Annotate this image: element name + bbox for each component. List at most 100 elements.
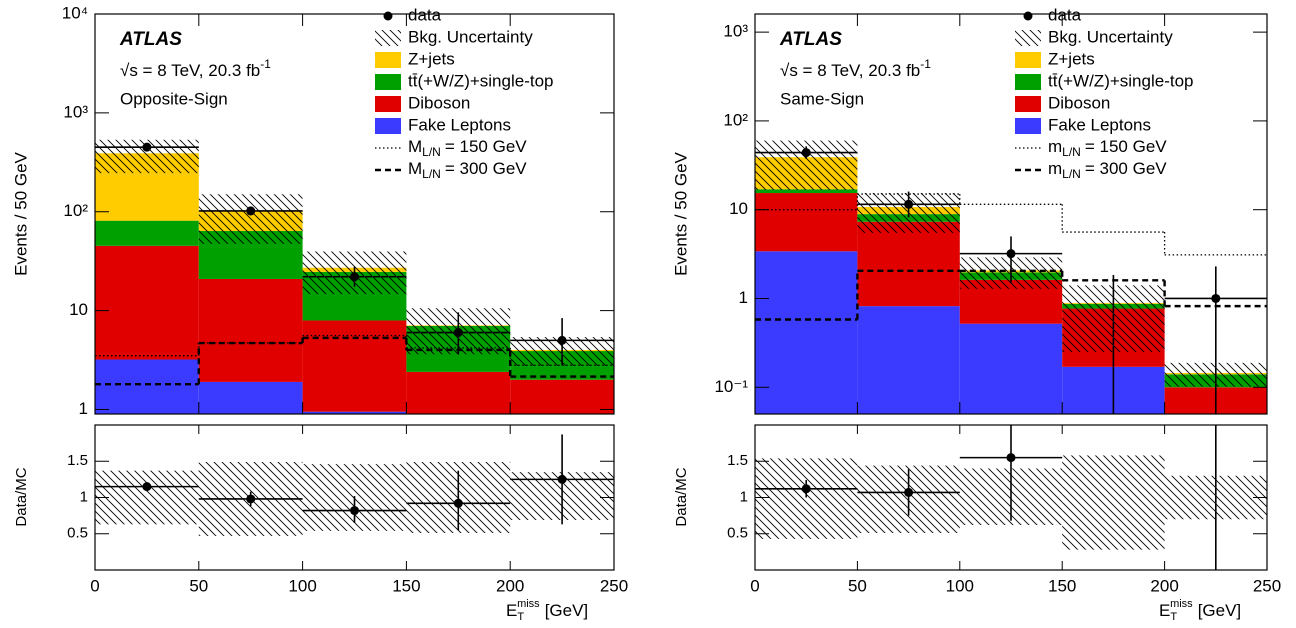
legend-swatch bbox=[375, 118, 401, 134]
y-tick-label: 0.5 bbox=[67, 525, 88, 542]
legend-label-sub: L/N bbox=[1062, 145, 1081, 159]
stack-segment bbox=[302, 320, 407, 412]
y-tick-label: 0.5 bbox=[727, 525, 748, 542]
data-point bbox=[904, 487, 914, 497]
stack-segment bbox=[95, 359, 199, 414]
x-tick-label: 50 bbox=[848, 576, 867, 595]
y-tick-label: 1 bbox=[740, 488, 748, 505]
legend-label-sub: L/N bbox=[1062, 167, 1081, 181]
energy-label: √s = 8 TeV, 20.3 fb-1 bbox=[120, 57, 271, 80]
stack-segment bbox=[302, 411, 407, 414]
y-tick-label: 1 bbox=[739, 288, 748, 307]
data-point bbox=[1211, 80, 1220, 89]
stack-segment bbox=[198, 278, 303, 382]
ratio-uncertainty-band bbox=[1062, 455, 1165, 550]
x-tick-label: 150 bbox=[1048, 576, 1076, 595]
legend-label: Fake Leptons bbox=[1048, 115, 1151, 134]
legend-label: Diboson bbox=[1048, 93, 1110, 112]
uncertainty-band bbox=[198, 194, 303, 244]
x-axis-label-main: E bbox=[1159, 601, 1170, 620]
data-point bbox=[246, 494, 256, 504]
energy-label: √s = 8 TeV, 20.3 fb-1 bbox=[780, 57, 931, 80]
legend-label: Fake Leptons bbox=[408, 115, 511, 134]
legend-marker bbox=[1023, 11, 1033, 21]
stack-segment bbox=[755, 193, 858, 252]
legend-label: Bkg. Uncertainty bbox=[408, 27, 533, 46]
x-axis-label-main: E bbox=[506, 601, 517, 620]
legend-label: Z+jets bbox=[1048, 49, 1095, 68]
legend-swatch bbox=[375, 30, 401, 46]
ratio-uncertainty-band bbox=[95, 470, 199, 525]
y-tick-label: 10⁴ bbox=[62, 3, 88, 22]
data-point bbox=[350, 272, 359, 282]
y-tick-label: 1.5 bbox=[67, 452, 88, 469]
main-plot bbox=[95, 139, 614, 414]
x-tick-label: 50 bbox=[189, 576, 208, 595]
stack-segment bbox=[959, 323, 1063, 414]
legend-label: data bbox=[1048, 5, 1082, 24]
x-axis-label-unit: [GeV] bbox=[545, 601, 588, 620]
y-tick-label: 10³ bbox=[63, 102, 88, 121]
legend-marker bbox=[383, 11, 393, 21]
legend-label-sub: L/N bbox=[422, 145, 441, 159]
y-tick-label: 1.5 bbox=[727, 452, 748, 469]
x-tick-label: 100 bbox=[288, 576, 316, 595]
y-tick-label: 1 bbox=[79, 399, 88, 418]
x-axis-label: ETmiss [GeV] bbox=[1159, 598, 1241, 623]
plot-frame bbox=[754, 13, 1268, 415]
main-plot bbox=[755, 140, 1267, 414]
legend-label: mL/N = 300 GeV bbox=[1048, 159, 1167, 181]
data-point bbox=[246, 206, 256, 216]
y-tick-label: 10⁻¹ bbox=[714, 377, 748, 396]
data-point bbox=[453, 328, 463, 338]
legend-label-sub: L/N bbox=[422, 167, 441, 181]
data-point bbox=[1211, 293, 1221, 303]
y-tick-label: 1 bbox=[80, 488, 88, 505]
x-axis-label-sup: miss bbox=[517, 598, 540, 610]
legend-label: ML/N = 150 GeV bbox=[408, 137, 527, 159]
data-point bbox=[453, 498, 463, 508]
legend-label: tt̄(+W/Z)+single-top bbox=[1048, 71, 1194, 90]
legend-label-rest: = 300 GeV bbox=[1085, 159, 1167, 178]
legend-swatch bbox=[375, 74, 401, 90]
data-point bbox=[142, 142, 152, 152]
x-tick-label: 250 bbox=[1253, 576, 1281, 595]
legend-label: tt̄(+W/Z)+single-top bbox=[408, 71, 554, 90]
stack-segment bbox=[95, 220, 199, 246]
x-tick-label: 250 bbox=[600, 576, 628, 595]
legend-label: Bkg. Uncertainty bbox=[1048, 27, 1173, 46]
y-axis-label: Events / 50 GeV bbox=[671, 151, 690, 275]
region-label: Same-Sign bbox=[780, 89, 864, 108]
data-point bbox=[350, 506, 359, 516]
ratio-uncertainty-band bbox=[755, 458, 858, 539]
ratio-plot bbox=[95, 434, 614, 536]
x-tick-label: 200 bbox=[1150, 576, 1178, 595]
x-tick-label: 100 bbox=[946, 576, 974, 595]
legend-label: ML/N = 300 GeV bbox=[408, 159, 527, 181]
y-tick-label: 10³ bbox=[723, 22, 748, 41]
x-axis-label: ETmiss [GeV] bbox=[506, 598, 588, 623]
legend-label-rest: = 150 GeV bbox=[445, 137, 527, 156]
legend-swatch bbox=[1015, 52, 1041, 68]
legend-label: data bbox=[408, 5, 442, 24]
stack-segment bbox=[857, 221, 960, 307]
stack-segment bbox=[755, 251, 858, 414]
data-point bbox=[801, 484, 811, 494]
legend-swatch bbox=[1015, 118, 1041, 134]
y-axis-label: Events / 50 GeV bbox=[11, 151, 30, 275]
y-tick-label: 10 bbox=[729, 199, 748, 218]
energy-text: √s = 8 TeV, 20.3 fb bbox=[120, 61, 260, 80]
stack-segment bbox=[198, 381, 303, 414]
data-point bbox=[142, 482, 152, 492]
legend-label: Diboson bbox=[408, 93, 470, 112]
x-tick-label: 150 bbox=[392, 576, 420, 595]
legend-swatch bbox=[1015, 74, 1041, 90]
energy-sup: -1 bbox=[920, 57, 931, 71]
plot-frame bbox=[94, 13, 615, 415]
ratio-axis-label: Data/MC bbox=[13, 467, 30, 526]
y-tick-label: 10² bbox=[723, 110, 748, 129]
stack-segment bbox=[510, 379, 614, 414]
ratio-axis-label: Data/MC bbox=[673, 467, 690, 526]
stack-segment bbox=[406, 371, 511, 414]
